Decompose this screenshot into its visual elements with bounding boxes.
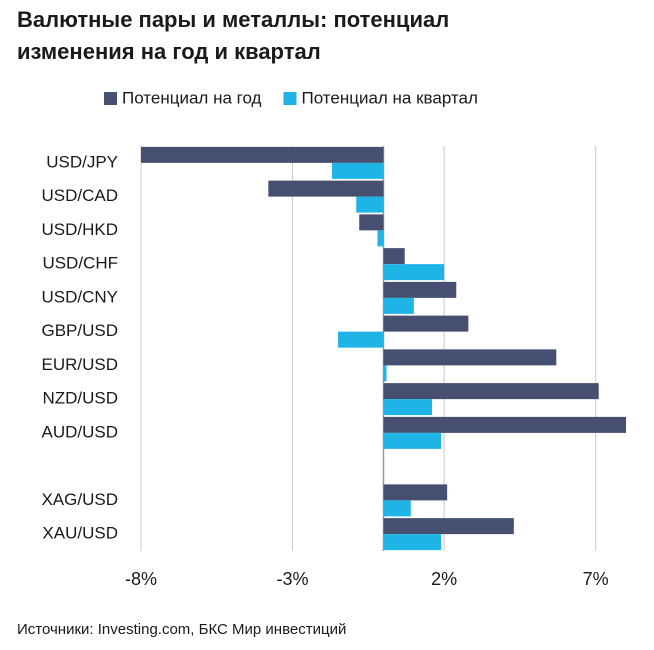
x-tick-label: -8%: [125, 569, 157, 589]
bar: [383, 297, 414, 314]
bar: [383, 416, 626, 433]
y-tick-label: USD/CAD: [41, 186, 118, 205]
legend: Потенциал на год Потенциал на квартал: [104, 88, 478, 107]
bar: [331, 162, 384, 179]
x-tick-label: 2%: [431, 569, 457, 589]
y-tick-label: NZD/USD: [42, 389, 118, 408]
bar: [383, 349, 557, 366]
bar: [383, 518, 514, 535]
bar: [383, 500, 411, 517]
y-tick-label: USD/JPY: [46, 152, 118, 171]
chart-title: Валютные пары и металлы: потенциал: [17, 7, 449, 32]
bar: [383, 264, 445, 281]
y-tick-label: USD/CHF: [42, 254, 118, 273]
bar: [383, 399, 432, 416]
bar: [383, 534, 442, 551]
legend-swatch: [104, 92, 117, 105]
y-tick-label: XAU/USD: [42, 524, 118, 543]
bar: [377, 230, 384, 247]
legend-label: Потенциал на квартал: [301, 88, 477, 107]
y-tick-label: EUR/USD: [41, 355, 118, 374]
bar: [359, 214, 384, 231]
bar: [338, 331, 384, 348]
x-tick-label: 7%: [583, 569, 609, 589]
legend-label: Потенциал на год: [122, 88, 262, 107]
y-tick-label: USD/HKD: [41, 220, 118, 239]
bar: [383, 432, 442, 449]
y-tick-label: USD/CNY: [41, 287, 118, 306]
x-tick-label: -3%: [277, 569, 309, 589]
bar: [383, 248, 405, 265]
bar: [268, 180, 384, 197]
y-tick-label: GBP/USD: [41, 321, 118, 340]
y-tick-label: XAG/USD: [41, 490, 118, 509]
bar: [356, 196, 384, 213]
source-note: Источники: Investing.com, БКС Мир инвест…: [17, 621, 346, 638]
bar: [141, 146, 384, 163]
bar: [383, 365, 387, 382]
bar: [383, 281, 457, 298]
bar: [383, 484, 448, 501]
chart-title: изменения на год и квартал: [17, 39, 321, 64]
bar: [383, 315, 469, 332]
y-tick-label: AUD/USD: [41, 422, 118, 441]
legend-swatch: [283, 92, 297, 105]
bar: [383, 383, 599, 400]
